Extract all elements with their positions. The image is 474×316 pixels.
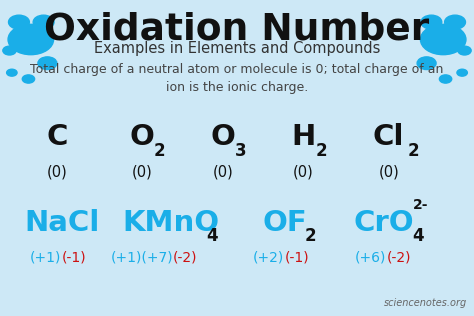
- Text: (-1): (-1): [62, 251, 86, 264]
- Circle shape: [421, 15, 442, 29]
- Text: (-2): (-2): [386, 251, 411, 264]
- Circle shape: [8, 24, 54, 55]
- Text: 2: 2: [315, 142, 327, 160]
- Text: (0): (0): [46, 165, 67, 180]
- Circle shape: [458, 46, 471, 55]
- Text: 2: 2: [305, 227, 317, 245]
- Text: (+1)(+7): (+1)(+7): [110, 251, 173, 264]
- Text: KMnO: KMnO: [122, 209, 219, 237]
- Text: 4: 4: [412, 227, 424, 245]
- Text: Examples in Elements and Compounds: Examples in Elements and Compounds: [94, 41, 380, 56]
- Circle shape: [9, 15, 29, 29]
- Text: 2: 2: [154, 142, 166, 160]
- Text: Cl: Cl: [373, 124, 404, 151]
- Circle shape: [22, 75, 35, 83]
- Circle shape: [417, 57, 436, 70]
- Text: (+2): (+2): [253, 251, 284, 264]
- Text: 2: 2: [408, 142, 419, 160]
- Text: (0): (0): [378, 165, 399, 180]
- Text: H: H: [291, 124, 316, 151]
- Text: (-1): (-1): [284, 251, 309, 264]
- Text: (0): (0): [293, 165, 314, 180]
- Text: O: O: [210, 124, 235, 151]
- Circle shape: [7, 69, 17, 76]
- Text: (-2): (-2): [173, 251, 198, 264]
- Text: sciencenotes.org: sciencenotes.org: [383, 298, 467, 308]
- Circle shape: [457, 69, 467, 76]
- Circle shape: [38, 57, 57, 70]
- Text: Oxidation Number: Oxidation Number: [45, 11, 429, 47]
- Circle shape: [3, 46, 16, 55]
- Text: CrO: CrO: [354, 209, 414, 237]
- Text: (0): (0): [132, 165, 153, 180]
- Text: (0): (0): [212, 165, 233, 180]
- Text: O: O: [130, 124, 155, 151]
- Circle shape: [439, 75, 452, 83]
- Text: NaCl: NaCl: [24, 209, 100, 237]
- Text: (+6): (+6): [355, 251, 386, 264]
- Text: C: C: [46, 124, 68, 151]
- Text: 3: 3: [235, 142, 246, 160]
- Text: (+1): (+1): [30, 251, 62, 264]
- Text: 2-: 2-: [412, 198, 428, 212]
- Circle shape: [445, 15, 465, 29]
- Circle shape: [33, 15, 54, 29]
- Text: OF: OF: [262, 209, 307, 237]
- Circle shape: [420, 24, 466, 55]
- Text: Total charge of a neutral atom or molecule is 0; total charge of an
ion is the i: Total charge of a neutral atom or molecu…: [30, 63, 444, 94]
- Text: 4: 4: [206, 227, 218, 245]
